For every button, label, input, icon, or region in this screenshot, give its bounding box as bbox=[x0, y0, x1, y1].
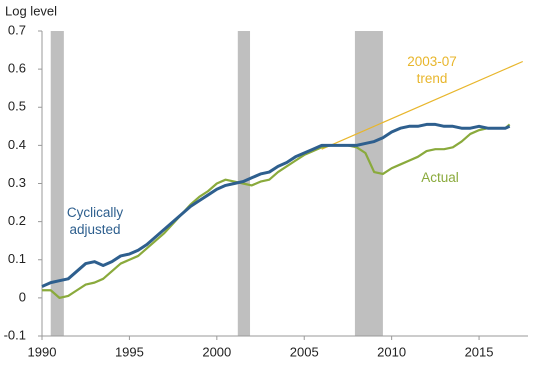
series-label: 2003-07 trend bbox=[407, 54, 457, 86]
y-tick-label: 0.3 bbox=[8, 175, 26, 190]
y-tick-label: -0.1 bbox=[4, 327, 26, 342]
series-line bbox=[42, 123, 511, 299]
x-tick-label: 2010 bbox=[377, 344, 406, 359]
x-tick-label: 1990 bbox=[28, 344, 57, 359]
series-label: Actual bbox=[421, 170, 459, 185]
x-tick-label: 2015 bbox=[465, 344, 494, 359]
y-tick-label: 0.6 bbox=[8, 61, 26, 76]
x-tick-label: 1995 bbox=[115, 344, 144, 359]
x-tick-label: 2000 bbox=[202, 344, 231, 359]
y-tick-label: 0.4 bbox=[8, 137, 26, 152]
y-axis-title: Log level bbox=[5, 3, 57, 18]
y-tick-label: 0.5 bbox=[8, 99, 26, 114]
series-label: Cyclically adjusted bbox=[67, 205, 124, 237]
x-tick-label: 2005 bbox=[290, 344, 319, 359]
y-tick-label: 0.7 bbox=[8, 22, 26, 37]
recession-shade bbox=[50, 31, 64, 336]
y-tick-label: 0.1 bbox=[8, 251, 26, 266]
y-tick-label: 0.2 bbox=[8, 213, 26, 228]
series-line bbox=[321, 60, 523, 150]
recession-shade bbox=[354, 31, 383, 336]
series-line bbox=[41, 122, 511, 288]
y-tick-label: 0 bbox=[19, 289, 26, 304]
